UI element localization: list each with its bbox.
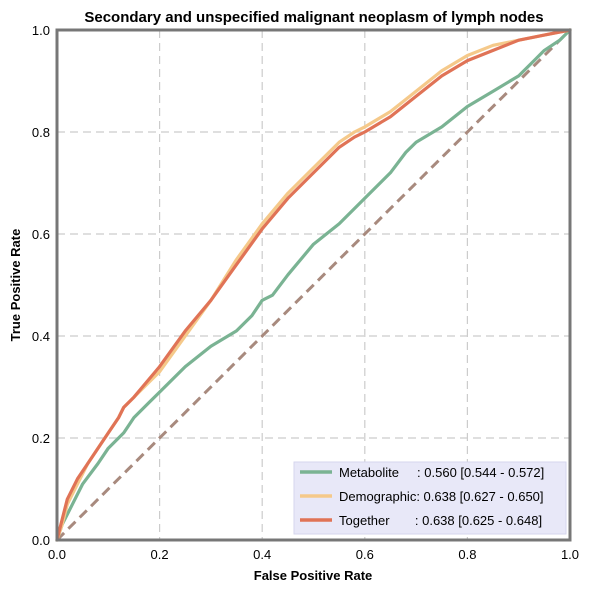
series-line-metabolite bbox=[55, 28, 572, 542]
x-tick-labels: 0.0 0.2 0.4 0.6 0.8 1.0 bbox=[48, 547, 579, 562]
chance-line bbox=[55, 28, 572, 542]
y-tick-label-0: 0.0 bbox=[32, 533, 50, 548]
series-line-together bbox=[55, 28, 572, 542]
y-axis-label: True Positive Rate bbox=[8, 229, 23, 342]
y-tick-label-2: 0.4 bbox=[32, 329, 50, 344]
reference-diagonal bbox=[55, 28, 572, 542]
legend-label-together: Together : 0.638 [0.625 - 0.648] bbox=[339, 513, 542, 528]
x-tick-label-3: 0.6 bbox=[356, 547, 374, 562]
y-tick-label-3: 0.6 bbox=[32, 227, 50, 242]
x-tick-label-4: 0.8 bbox=[458, 547, 476, 562]
series-lines bbox=[55, 28, 572, 542]
y-tick-label-1: 0.2 bbox=[32, 431, 50, 446]
legend-label-demographic: Demographic: 0.638 [0.627 - 0.650] bbox=[339, 489, 544, 504]
chart-title: Secondary and unspecified malignant neop… bbox=[84, 9, 543, 26]
plot-frame bbox=[55, 28, 572, 542]
x-tick-label-2: 0.4 bbox=[253, 547, 271, 562]
y-tick-label-5: 1.0 bbox=[32, 23, 50, 38]
x-tick-label-5: 1.0 bbox=[561, 547, 579, 562]
legend-label-metabolite: Metabolite : 0.560 [0.544 - 0.572] bbox=[339, 465, 544, 480]
x-axis-label: False Positive Rate bbox=[254, 568, 373, 583]
x-tick-label-1: 0.2 bbox=[151, 547, 169, 562]
grid bbox=[57, 30, 570, 540]
y-tick-labels: 0.0 0.2 0.4 0.6 0.8 1.0 bbox=[32, 23, 50, 548]
x-tick-label-0: 0.0 bbox=[48, 547, 66, 562]
legend: Metabolite : 0.560 [0.544 - 0.572] Demogr… bbox=[293, 461, 567, 535]
legend-box bbox=[293, 461, 567, 535]
y-tick-label-4: 0.8 bbox=[32, 125, 50, 140]
